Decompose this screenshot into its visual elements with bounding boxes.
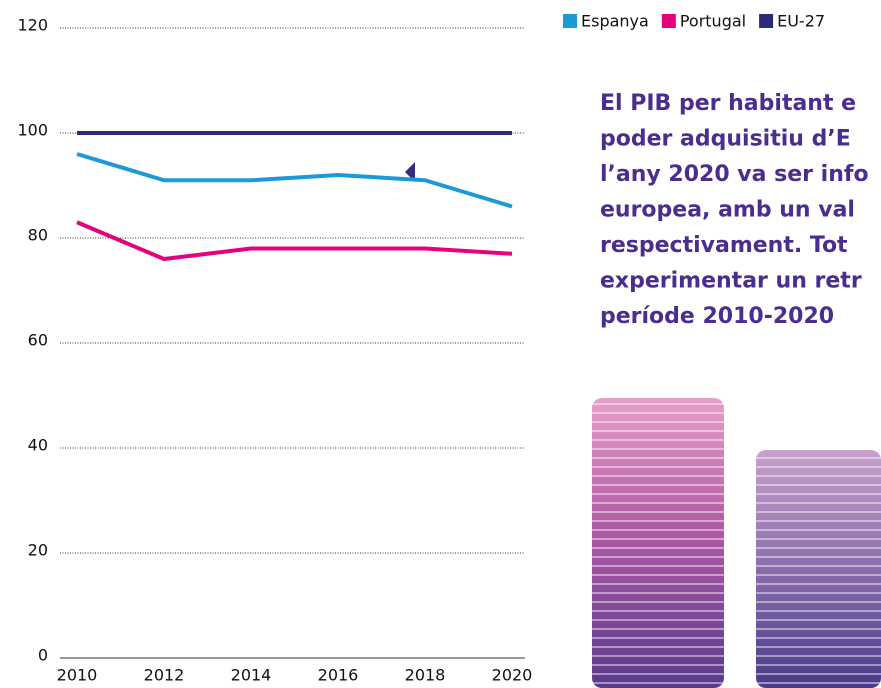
series-line (76, 220, 513, 261)
y-tick-label: 0 (38, 646, 48, 665)
annotation: El PIB per habitant e poder adquisitiu d’… (600, 91, 869, 329)
series-line (76, 152, 513, 209)
y-tick-label: 120 (17, 16, 48, 35)
legend-label: EU-27 (777, 12, 825, 31)
annotation-line: experimentar un retr (600, 269, 862, 294)
annotation-line: poder adquisitiu d’E (600, 127, 851, 152)
legend-swatch (563, 14, 577, 28)
annotation-line: europea, amb un val (600, 198, 855, 223)
x-tick-label: 2012 (144, 666, 185, 685)
annotation-line: respectivament. Tot (600, 233, 848, 258)
annotation-line: l’any 2020 va ser info (600, 162, 869, 187)
legend-label: Espanya (581, 12, 649, 31)
annotation-line: El PIB per habitant e (600, 91, 856, 116)
x-tick-label: 2018 (405, 666, 446, 685)
coins-illustration (592, 398, 881, 688)
callout-arrow (405, 162, 415, 182)
annotation-line: període 2010-2020 (600, 304, 834, 329)
y-tick-label: 60 (28, 331, 48, 350)
x-tick-label: 2010 (57, 666, 98, 685)
legend-swatch (661, 14, 676, 28)
y-tick-label: 80 (28, 226, 48, 245)
y-tick-label: 40 (28, 436, 48, 455)
legend-swatch (759, 14, 774, 28)
x-tick-label: 2016 (318, 666, 359, 685)
legend-label: Portugal (680, 12, 746, 31)
y-tick-label: 100 (17, 121, 48, 140)
x-tick-label: 2014 (231, 666, 272, 685)
y-tick-label: 20 (28, 541, 48, 560)
x-tick-label: 2020 (492, 666, 533, 685)
